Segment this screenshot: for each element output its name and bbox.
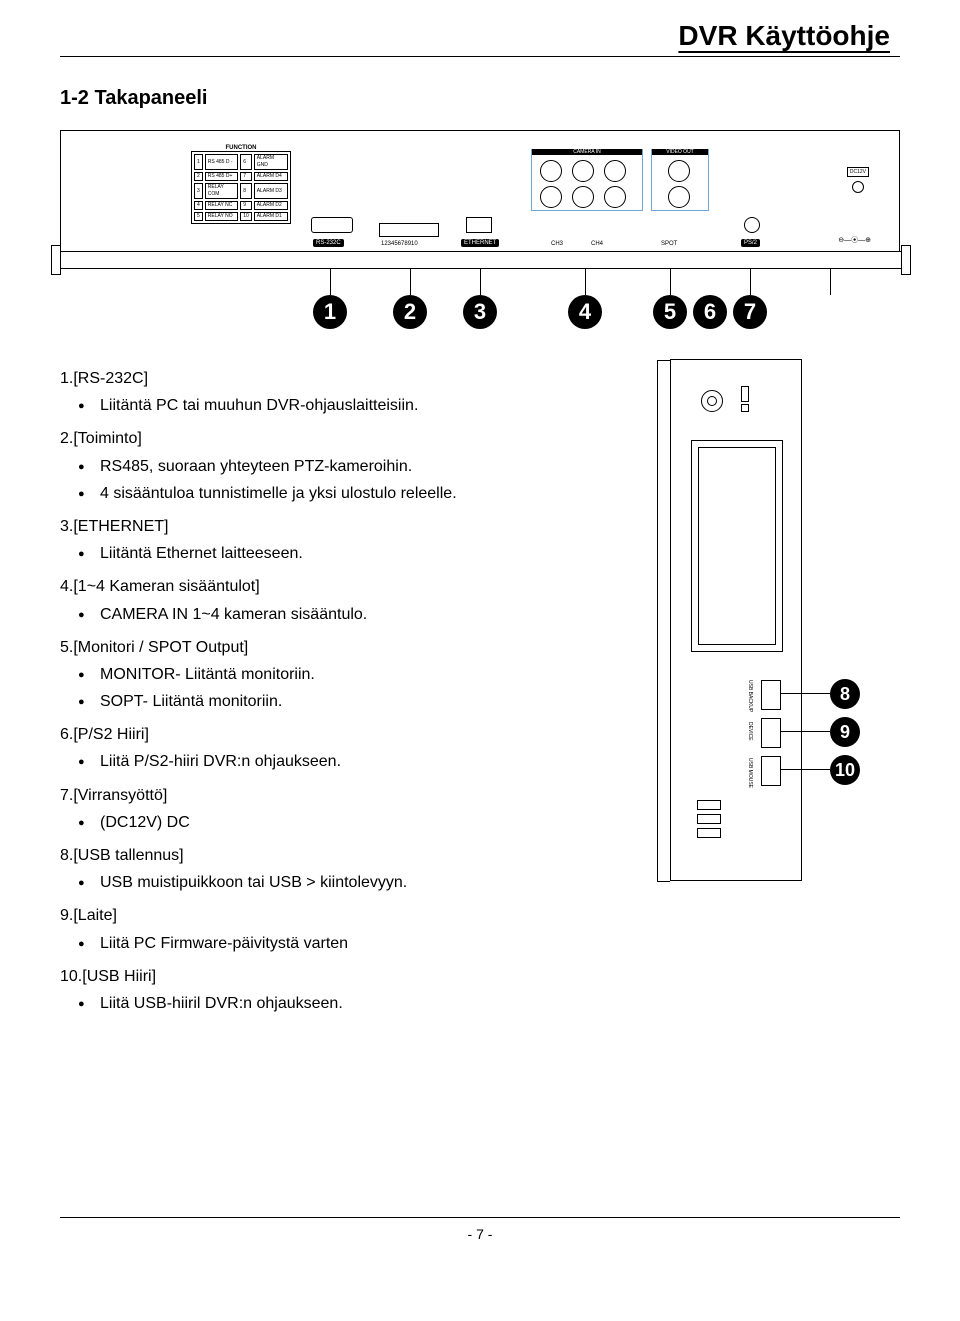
back-panel-diagram: FUNCTION 1RS 485 D -6ALARM GND 2RS 485 D… — [60, 130, 900, 329]
ethernet-port-label: ETHERNET — [461, 239, 499, 247]
item-bullet: Liitä USB-hiiril DVR:n ohjaukseen. — [60, 990, 620, 1017]
device-port-icon — [761, 718, 781, 748]
item-bullet: RS485, suoraan yhteyteen PTZ-kameroihin. — [60, 453, 620, 480]
callout-6: 6 — [693, 295, 727, 329]
item-heading: 7.[Virransyöttö] — [60, 782, 620, 809]
ps2-port-icon — [744, 217, 760, 233]
ch3-label: CH3 — [551, 241, 563, 247]
page-header-title: DVR Käyttöohje — [60, 20, 900, 52]
item-heading: 2.[Toiminto] — [60, 425, 620, 452]
screw-icon — [701, 390, 723, 412]
item-bullet: MONITOR- Liitäntä monitoriin. — [60, 661, 620, 688]
item-heading: 3.[ETHERNET] — [60, 513, 620, 540]
item-bullet: Liitäntä Ethernet laitteeseen. — [60, 540, 620, 567]
item-heading: 4.[1~4 Kameran sisääntulot] — [60, 573, 620, 600]
item-heading: 5.[Monitori / SPOT Output] — [60, 634, 620, 661]
rs232c-port-icon — [311, 217, 353, 233]
polarity-icon: ⊖—⦿—⊕ — [838, 235, 871, 245]
item-heading: 6.[P/S2 Hiiri] — [60, 721, 620, 748]
item-bullet: (DC12V) DC — [60, 809, 620, 836]
callout-10: 10 — [830, 755, 860, 785]
callout-3: 3 — [463, 295, 497, 329]
terminal-block-icon — [379, 223, 439, 237]
section-title: 1-2 Takapaneeli — [60, 87, 900, 110]
ethernet-port-icon — [466, 217, 492, 233]
callout-7: 7 — [733, 295, 767, 329]
video-out-label: VIDEO OUT — [652, 149, 708, 155]
mouse-port-icon — [761, 756, 781, 786]
mounting-rail — [60, 251, 902, 269]
dc12v-label: DC12V — [847, 167, 869, 177]
ch4-label: CH4 — [591, 241, 603, 247]
callout-4: 4 — [568, 295, 602, 329]
spot-label: SPOT — [661, 241, 677, 247]
page-number: - 7 - — [468, 1226, 493, 1242]
dc-jack-icon — [852, 181, 864, 193]
item-heading: 8.[USB tallennus] — [60, 842, 620, 869]
ps2-port-label: PS/2 — [741, 239, 760, 247]
item-bullet: Liitä PC Firmware-päivitystä varten — [60, 930, 620, 957]
callout-8: 8 — [830, 679, 860, 709]
item-bullet: 4 sisääntuloa tunnistimelle ja yksi ulos… — [60, 480, 620, 507]
pin-numbers: 12345678910 — [381, 241, 418, 247]
item-heading: 1.[RS-232C] — [60, 365, 620, 392]
item-bullet: Liitä P/S2-hiiri DVR:n ohjaukseen. — [60, 748, 620, 775]
item-bullet: Liitäntä PC tai muuhun DVR-ohjauslaittei… — [60, 392, 620, 419]
slot-icon — [741, 386, 749, 402]
usb-port-icon — [761, 680, 781, 710]
header-rule — [60, 56, 900, 57]
side-panel-diagram: USB BACKUP DEVICE USB MOUSE — [670, 359, 802, 881]
callout-5: 5 — [653, 295, 687, 329]
rs232c-port-label: RS-232C — [313, 239, 344, 247]
callout-1: 1 — [313, 295, 347, 329]
callout-9: 9 — [830, 717, 860, 747]
camera-in-label: CAMERA IN — [532, 149, 642, 155]
item-bullet: SOPT- Liitäntä monitoriin. — [60, 688, 620, 715]
description-list: 1.[RS-232C]Liitäntä PC tai muuhun DVR-oh… — [60, 359, 620, 1017]
item-bullet: USB muistipuikkoon tai USB > kiintolevyy… — [60, 869, 620, 896]
page-footer: - 7 - — [60, 1217, 900, 1242]
slot-icon — [741, 404, 749, 412]
callout-2: 2 — [393, 295, 427, 329]
item-bullet: CAMERA IN 1~4 kameran sisääntulo. — [60, 601, 620, 628]
function-table: 1RS 485 D -6ALARM GND 2RS 485 D+7ALARM D… — [191, 151, 291, 224]
item-heading: 10.[USB Hiiri] — [60, 963, 620, 990]
item-heading: 9.[Laite] — [60, 902, 620, 929]
